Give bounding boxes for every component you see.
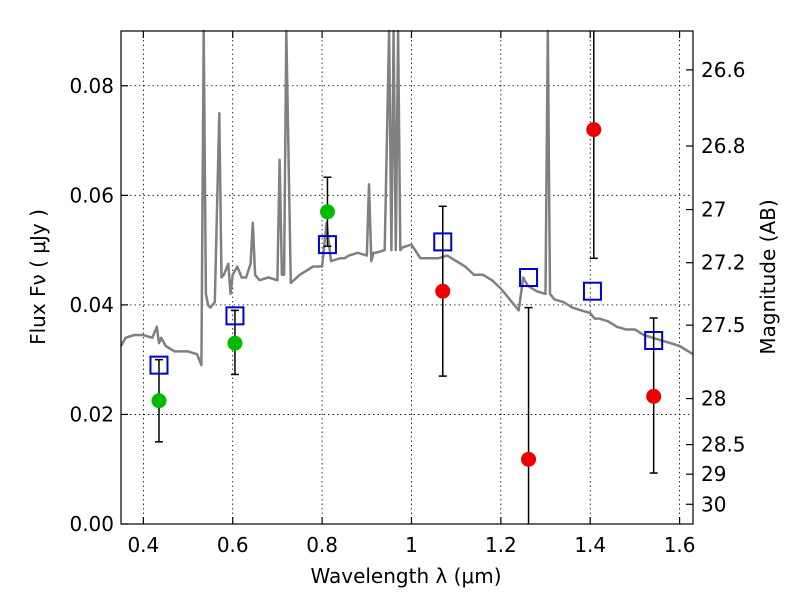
- x-axis-label: Wavelength λ (μm): [310, 564, 501, 588]
- limit-point: [646, 388, 662, 404]
- y-tick-label: 0.04: [69, 293, 114, 317]
- limit-point: [521, 451, 537, 467]
- limit-point: [586, 122, 602, 138]
- x-tick-label: 1.6: [664, 533, 696, 557]
- mag-tick-label: 28: [701, 387, 726, 411]
- y2-axis-label: Magnitude (AB): [756, 199, 780, 354]
- detection-point: [319, 204, 335, 220]
- y-tick-label: 0.00: [69, 512, 114, 536]
- model-square-marker: [149, 355, 169, 375]
- y-axis-label: Flux Fν ( μJy ): [26, 209, 50, 345]
- model-square-marker: [519, 268, 539, 287]
- model-square-marker: [433, 232, 453, 252]
- mag-tick-label: 30: [701, 492, 726, 516]
- mag-tick-label: 26.8: [701, 134, 746, 158]
- x-tick-label: 1: [405, 533, 418, 557]
- detection-point: [227, 335, 243, 351]
- tick-labels: 0.4 0.6 0.8 1 1.2 1.4 1.6 0.00 0.02 0.04 0.06 0.08 2…: [69, 58, 745, 557]
- x-tick-label: 0.8: [306, 533, 338, 557]
- y-tick-label: 0.02: [69, 402, 114, 426]
- axis-ticks: [121, 31, 693, 525]
- detection-point: [151, 393, 167, 409]
- x-tick-label: 1.4: [574, 533, 606, 557]
- x-tick-label: 0.6: [217, 533, 249, 557]
- y-tick-label: 0.06: [69, 183, 114, 207]
- mag-tick-label: 28.5: [701, 433, 746, 457]
- y-tick-label: 0.08: [69, 74, 114, 98]
- mag-tick-label: 27.5: [701, 313, 746, 337]
- model-square-marker: [317, 235, 337, 255]
- data-markers: [149, 122, 664, 467]
- model-square-marker: [582, 281, 602, 301]
- model-square-marker: [225, 306, 245, 326]
- mag-tick-label: 26.6: [701, 58, 746, 82]
- x-tick-label: 1.2: [485, 533, 517, 557]
- spectrum-line: [119, 29, 694, 367]
- model-square-marker: [644, 330, 664, 350]
- spectrum-series: [119, 29, 694, 367]
- x-tick-label: 0.4: [127, 533, 159, 557]
- mag-tick-label: 27: [701, 198, 726, 222]
- limit-point: [435, 283, 451, 299]
- mag-tick-label: 29: [701, 462, 726, 486]
- mag-tick-label: 27.2: [701, 251, 746, 275]
- plot-frame: [120, 30, 694, 525]
